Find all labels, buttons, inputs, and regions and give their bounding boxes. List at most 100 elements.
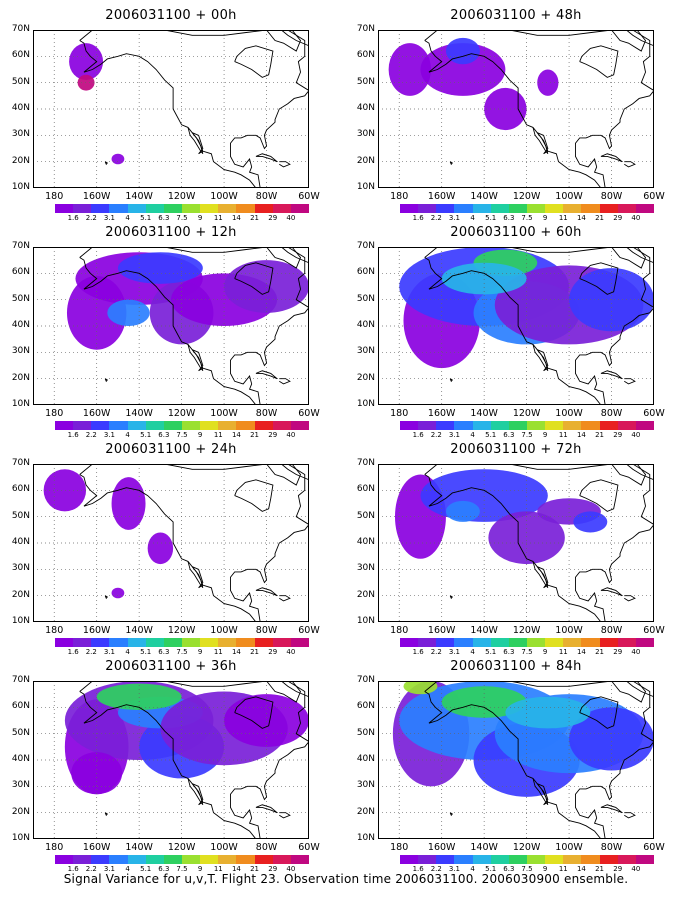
colorbar-swatch	[163, 638, 182, 647]
colorbar-label: 5.1	[485, 648, 497, 656]
colorbar-label: 11	[213, 431, 223, 439]
colorbar-label: 5.1	[485, 214, 497, 222]
lat-tick-label: 70N	[11, 458, 30, 468]
panel-title: 2006031100 + 12h	[105, 225, 237, 240]
coastline	[255, 370, 278, 380]
lon-tick-label: 140W	[470, 191, 498, 202]
colorbar-label: 2.2	[430, 214, 442, 222]
lon-tick-label: 60W	[643, 842, 665, 853]
coastline	[624, 378, 636, 385]
colorbar-label: 3.1	[448, 865, 460, 873]
coastline	[624, 595, 636, 602]
lat-tick-label: 50N	[356, 510, 375, 521]
lon-tick-label: 120W	[167, 191, 196, 202]
colorbar-label: 11	[558, 214, 568, 222]
coastline	[255, 587, 278, 597]
lon-tick-label: 160W	[82, 625, 111, 636]
map-frame	[378, 464, 654, 622]
lon-tick-label: 80W	[255, 625, 278, 636]
lon-tick-label: 60W	[643, 408, 665, 419]
coastline	[424, 30, 654, 188]
lat-tick-label: 10N	[356, 399, 375, 409]
lat-tick-label: 60N	[11, 267, 30, 278]
lon-tick-label: 60W	[643, 625, 665, 636]
variance-contour	[403, 681, 438, 695]
coastline	[79, 464, 309, 622]
colorbar-label: 29	[613, 648, 623, 656]
variance-contour	[488, 511, 565, 565]
colorbar-swatch	[581, 638, 600, 647]
colorbar-label: 3.1	[448, 431, 460, 439]
coastline	[266, 30, 302, 52]
colorbar-swatch	[436, 855, 455, 864]
colorbar-swatch	[454, 421, 473, 430]
colorbar-label: 3.1	[103, 648, 115, 656]
lat-tick-label: 10N	[11, 182, 30, 192]
coastline	[579, 262, 619, 295]
coastline	[234, 696, 274, 729]
colorbar-swatch	[181, 638, 201, 647]
colorbar-label: 11	[213, 865, 223, 873]
colorbar-label: 11	[213, 214, 223, 222]
colorbar-swatch	[454, 204, 473, 213]
lon-tick-label: 160W	[427, 191, 456, 202]
colorbar-swatch	[454, 855, 473, 864]
colorbar	[400, 638, 654, 647]
colorbar-swatch	[290, 204, 309, 213]
lon-tick-label: 140W	[470, 842, 498, 853]
colorbar-label: 5.1	[140, 648, 152, 656]
map-panel: 2006031100 + 84h 70N 60N 50N 40N 30N 20N 10N 180…	[345, 659, 675, 873]
colorbar-swatch	[200, 204, 219, 213]
colorbar-label: 4	[125, 214, 130, 222]
colorbar-swatch	[254, 204, 273, 213]
colorbar-label: 1.6	[412, 431, 424, 439]
coastline	[192, 349, 204, 372]
coastline	[79, 681, 309, 839]
colorbar-label: 14	[576, 865, 586, 873]
colorbar-label: 3.1	[103, 865, 115, 873]
colorbar-swatch	[290, 421, 309, 430]
colorbar-swatch	[454, 638, 473, 647]
colorbar-swatch	[109, 638, 128, 647]
coastline	[624, 161, 636, 168]
panel-title: 2006031100 + 72h	[450, 442, 582, 457]
colorbar-swatch	[490, 204, 509, 213]
colorbar-label: 3.1	[448, 214, 460, 222]
colorbar-swatch	[563, 421, 582, 430]
map-panel: 2006031100 + 72h 70N 60N 50N 40N 30N 20N 10N 180…	[345, 442, 675, 656]
lon-tick-label: 160W	[82, 191, 111, 202]
colorbar-label: 1.6	[67, 865, 79, 873]
lat-tick-label: 20N	[11, 155, 30, 166]
variance-contour	[107, 299, 150, 326]
colorbar-label: 21	[595, 865, 605, 873]
variance-contour	[484, 87, 527, 131]
map-frame	[33, 247, 309, 405]
variance-contour	[505, 696, 591, 729]
colorbar-label: 7.5	[176, 431, 188, 439]
colorbar-label: 5.1	[140, 214, 152, 222]
coastline	[424, 247, 654, 405]
colorbar-label: 9	[542, 648, 548, 656]
lat-tick-label: 60N	[11, 701, 30, 712]
lat-tick-label: 20N	[356, 372, 375, 383]
colorbar-label: 14	[231, 648, 241, 656]
colorbar-swatch	[400, 855, 419, 864]
colorbar-swatch	[418, 855, 437, 864]
lon-tick-label: 160W	[427, 842, 456, 853]
coastline	[626, 247, 654, 264]
lon-tick-label: 180	[390, 625, 409, 636]
lon-tick-label: 120W	[512, 191, 541, 202]
colorbar-swatch	[163, 204, 182, 213]
figure-caption: Signal Variance for u,v,T. Flight 23. Ob…	[63, 872, 629, 886]
lat-tick-label: 50N	[11, 510, 30, 521]
lon-tick-label: 100W	[210, 408, 238, 419]
panel-title: 2006031100 + 36h	[105, 659, 237, 674]
colorbar-swatch	[617, 638, 636, 647]
colorbar-label: 9	[197, 431, 203, 439]
coastline	[532, 127, 549, 155]
lon-tick-label: 80W	[255, 842, 278, 853]
lon-tick-label: 80W	[600, 842, 623, 853]
lat-tick-label: 40N	[356, 754, 375, 764]
coastline	[104, 161, 108, 166]
lat-tick-label: 70N	[356, 24, 375, 34]
